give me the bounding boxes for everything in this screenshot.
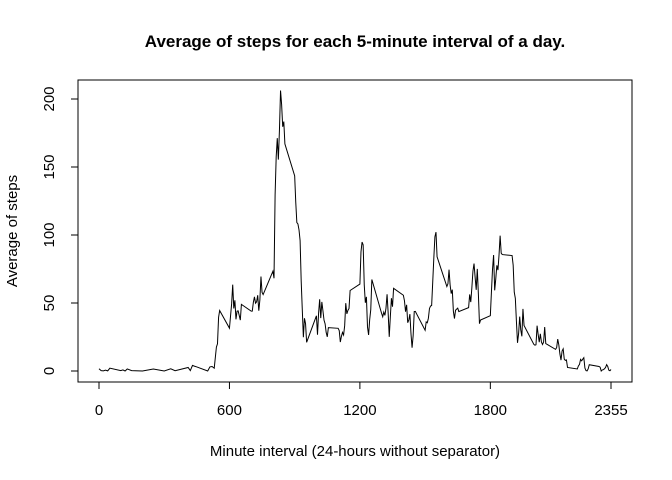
y-tick-label: 100 — [41, 222, 58, 247]
x-tick-label: 0 — [95, 402, 103, 419]
y-tick-label: 150 — [41, 154, 58, 179]
y-tick-label: 50 — [41, 295, 58, 312]
x-tick-label: 600 — [217, 402, 242, 419]
series-line — [98, 90, 612, 372]
y-tick-label: 200 — [41, 86, 58, 111]
y-axis: 0 50 100 150 200 — [41, 86, 79, 375]
x-tick-label: 1200 — [343, 402, 376, 419]
x-axis: 0 600 1200 1800 2355 — [95, 381, 628, 419]
y-tick-label: 0 — [41, 367, 58, 375]
x-tick-label: 1800 — [474, 402, 507, 419]
plot-frame — [77, 79, 633, 383]
x-tick-label: 2355 — [594, 402, 627, 419]
x-axis-label: Minute interval (24-hours without separa… — [210, 443, 500, 460]
y-axis-label: Average of steps — [4, 175, 21, 287]
chart-title: Average of steps for each 5-minute inter… — [145, 32, 565, 51]
